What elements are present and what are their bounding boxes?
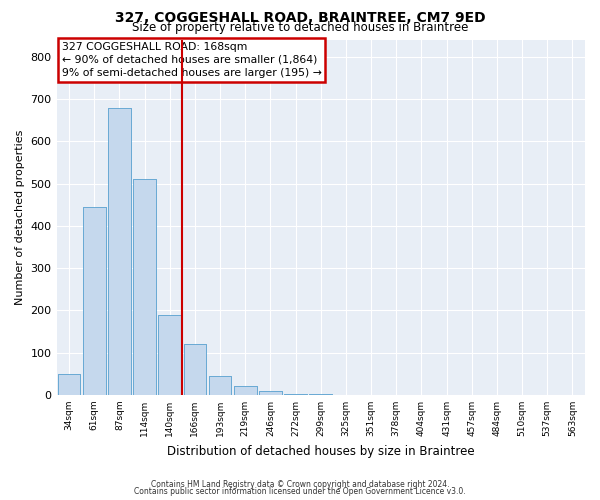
Bar <box>259 390 282 395</box>
Bar <box>108 108 131 395</box>
Text: Size of property relative to detached houses in Braintree: Size of property relative to detached ho… <box>132 21 468 34</box>
Bar <box>259 390 282 395</box>
Bar <box>58 374 80 395</box>
Bar <box>158 314 181 395</box>
Bar <box>83 207 106 395</box>
Text: 327, COGGESHALL ROAD, BRAINTREE, CM7 9ED: 327, COGGESHALL ROAD, BRAINTREE, CM7 9ED <box>115 11 485 25</box>
Bar <box>209 376 232 395</box>
X-axis label: Distribution of detached houses by size in Braintree: Distribution of detached houses by size … <box>167 444 475 458</box>
Bar <box>133 180 156 395</box>
Bar <box>284 394 307 395</box>
Bar <box>184 344 206 395</box>
Text: Contains public sector information licensed under the Open Government Licence v3: Contains public sector information licen… <box>134 487 466 496</box>
Bar <box>234 386 257 395</box>
Text: Contains HM Land Registry data © Crown copyright and database right 2024.: Contains HM Land Registry data © Crown c… <box>151 480 449 489</box>
Bar <box>108 108 131 395</box>
Bar <box>58 374 80 395</box>
Bar <box>158 314 181 395</box>
Bar <box>83 207 106 395</box>
Bar <box>209 376 232 395</box>
Bar <box>133 180 156 395</box>
Bar <box>310 394 332 395</box>
Bar <box>310 394 332 395</box>
Text: 327 COGGESHALL ROAD: 168sqm
← 90% of detached houses are smaller (1,864)
9% of s: 327 COGGESHALL ROAD: 168sqm ← 90% of det… <box>62 42 322 78</box>
Bar <box>284 394 307 395</box>
Bar <box>234 386 257 395</box>
Y-axis label: Number of detached properties: Number of detached properties <box>15 130 25 305</box>
Bar <box>184 344 206 395</box>
